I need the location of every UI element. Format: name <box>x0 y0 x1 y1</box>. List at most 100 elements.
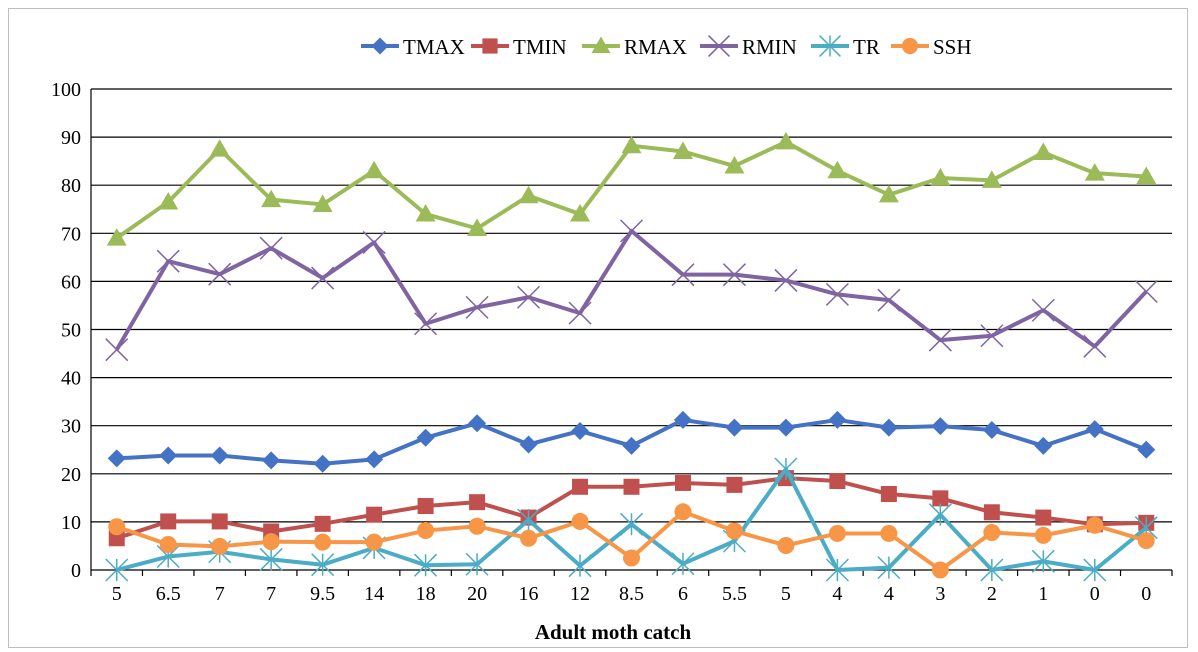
data-point <box>825 282 849 306</box>
data-point <box>725 522 743 540</box>
data-point <box>1033 142 1054 160</box>
data-point <box>878 184 899 203</box>
legend-label: RMIN <box>742 35 797 59</box>
data-point <box>932 490 949 507</box>
data-point <box>366 506 383 523</box>
series-ssh <box>108 503 1155 579</box>
data-point <box>828 524 846 542</box>
data-point <box>568 301 592 325</box>
data-point <box>622 436 641 455</box>
x-tick-label: 0 <box>1090 583 1100 605</box>
data-point <box>1134 279 1158 304</box>
data-point <box>825 558 849 582</box>
legend-label: RMAX <box>624 35 687 59</box>
series-group <box>105 131 1158 582</box>
data-point <box>209 139 230 157</box>
x-axis-title: Adult moth catch <box>535 620 692 644</box>
legend-label: SSH <box>933 35 972 59</box>
x-tick-label: 9.5 <box>310 583 335 605</box>
data-point <box>879 418 898 437</box>
series-rmax <box>106 131 1157 246</box>
data-point <box>211 537 229 555</box>
data-point <box>1035 509 1052 526</box>
data-point <box>980 324 1004 348</box>
data-point <box>105 338 129 362</box>
data-point <box>619 512 644 536</box>
data-point <box>623 549 640 567</box>
data-point <box>673 410 692 429</box>
data-point <box>417 498 434 515</box>
legend-item-ssh: SSH <box>891 35 972 59</box>
x-tick-label: 5 <box>781 583 791 605</box>
data-point <box>928 503 952 527</box>
data-point <box>262 533 280 551</box>
data-point <box>777 536 795 554</box>
data-point <box>105 558 129 582</box>
data-point <box>1137 532 1155 550</box>
gridlines <box>91 88 1172 571</box>
y-tick-label: 90 <box>61 127 81 149</box>
data-point <box>108 518 126 536</box>
data-point <box>314 515 331 532</box>
data-point <box>571 512 589 530</box>
series-tmax <box>107 410 1156 473</box>
data-point <box>365 533 383 551</box>
data-point <box>414 553 438 577</box>
data-point <box>259 236 283 260</box>
x-tick-label: 18 <box>416 583 436 605</box>
data-point <box>930 167 951 186</box>
x-tick-label: 7 <box>266 583 276 605</box>
data-point <box>1083 558 1107 582</box>
x-tick-label: 2 <box>987 583 997 605</box>
data-point <box>570 204 591 222</box>
data-point <box>983 523 1001 541</box>
data-point <box>1031 549 1055 573</box>
x-tick-label: 20 <box>467 583 487 605</box>
data-point <box>518 185 539 204</box>
data-point <box>159 446 178 465</box>
x-tick-label: 8.5 <box>619 583 644 605</box>
data-point <box>982 421 1001 440</box>
x-tick-label: 3 <box>935 583 945 605</box>
legend-label: TMIN <box>513 35 567 59</box>
data-point <box>775 131 796 150</box>
data-point <box>158 192 179 210</box>
data-point <box>880 524 898 542</box>
data-point <box>520 529 538 547</box>
x-tick-label: 4 <box>884 583 894 605</box>
data-point <box>517 508 541 532</box>
x-tick-label: 4 <box>832 583 842 605</box>
data-point <box>311 266 335 290</box>
data-point <box>1137 440 1156 459</box>
data-point <box>928 328 952 352</box>
data-point <box>208 262 232 286</box>
data-point <box>708 35 730 57</box>
data-point <box>362 230 386 254</box>
data-point <box>465 552 489 576</box>
y-tick-label: 10 <box>61 512 81 534</box>
legend-item-tmin: TMIN <box>471 35 567 59</box>
data-point <box>571 421 590 440</box>
y-tick-label: 30 <box>61 416 81 438</box>
data-point <box>311 553 335 577</box>
x-tick-label: 5.5 <box>722 583 747 605</box>
y-tick-label: 20 <box>61 464 81 486</box>
data-point <box>211 513 228 530</box>
data-point <box>1086 516 1104 534</box>
data-point <box>1031 298 1055 322</box>
data-point <box>108 530 125 547</box>
x-tick-label: 0 <box>1141 583 1151 605</box>
data-point <box>572 478 589 495</box>
data-point <box>371 37 389 55</box>
y-tick-label: 80 <box>61 175 81 197</box>
y-tick-label: 100 <box>51 79 81 101</box>
data-point <box>877 288 901 312</box>
x-tick-label: 14 <box>364 583 384 605</box>
data-point <box>674 474 691 491</box>
data-point <box>259 547 283 571</box>
data-point <box>722 263 746 287</box>
data-point <box>312 194 333 212</box>
legend-item-rmax: RMAX <box>582 35 687 59</box>
